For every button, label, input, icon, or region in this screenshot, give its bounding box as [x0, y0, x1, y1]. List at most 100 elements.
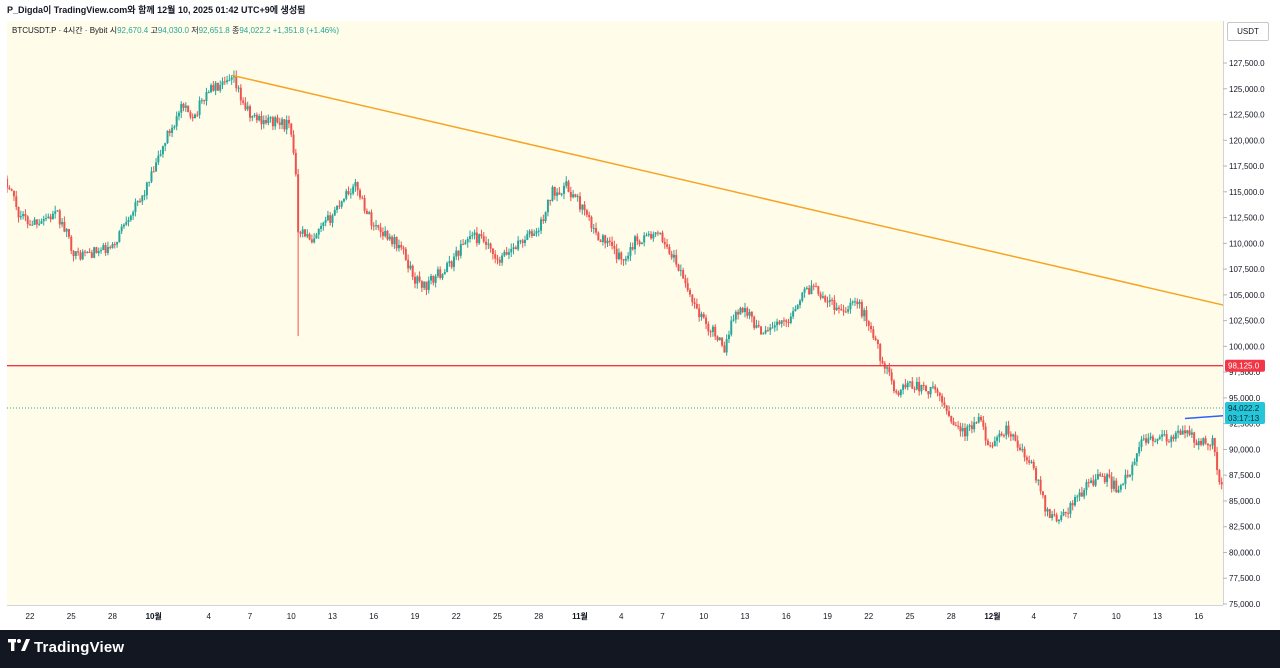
- candle-body: [1140, 439, 1143, 448]
- candle-body: [782, 320, 785, 322]
- candle-body: [803, 288, 806, 293]
- candle-body: [544, 212, 547, 221]
- currency-button[interactable]: USDT: [1227, 22, 1269, 41]
- candle-body: [155, 162, 158, 172]
- candle-body: [1135, 453, 1138, 462]
- candle-body: [984, 426, 987, 441]
- candle-body: [455, 250, 458, 257]
- candle-body: [1051, 514, 1054, 518]
- candle-body: [166, 130, 169, 144]
- candle-body: [833, 300, 836, 311]
- candle-body: [918, 381, 921, 392]
- candle-body: [1172, 436, 1175, 439]
- candle-body: [49, 216, 52, 220]
- candle-body: [769, 327, 772, 331]
- candle-body: [1267, 407, 1269, 408]
- candle-body: [235, 76, 238, 89]
- candle-body: [494, 254, 497, 259]
- candle-body: [1232, 484, 1234, 485]
- candle-body: [826, 301, 829, 303]
- candle-body: [244, 102, 247, 110]
- candle-body: [1032, 461, 1035, 469]
- x-tick-label: 4: [207, 612, 212, 621]
- candle-body: [354, 182, 357, 187]
- candle-body: [588, 214, 591, 217]
- candle-body: [1167, 441, 1170, 443]
- candle-body: [1035, 468, 1038, 481]
- candle-body: [253, 114, 256, 117]
- candle-body: [111, 244, 114, 248]
- candle-body: [631, 247, 634, 250]
- candle-body: [565, 181, 568, 186]
- candle-body: [757, 325, 760, 327]
- candle-body: [746, 308, 749, 316]
- candle-body: [1129, 475, 1131, 477]
- candle-body: [1092, 480, 1095, 486]
- candle-body: [526, 233, 529, 240]
- time-axis[interactable]: [7, 605, 1223, 626]
- candle-body: [310, 239, 313, 243]
- candle-body: [352, 186, 355, 194]
- candle-body: [604, 235, 607, 244]
- candle-body: [143, 195, 146, 197]
- candle-body: [478, 234, 481, 244]
- y-tick-label: 115,000.0: [1229, 188, 1265, 197]
- footer-brand: TradingView: [8, 638, 124, 658]
- candle-body: [998, 433, 1001, 438]
- candle-body: [899, 389, 902, 396]
- candle-body: [269, 117, 272, 119]
- candle-body: [915, 381, 918, 390]
- candle-body: [258, 115, 261, 121]
- candle-body: [666, 244, 669, 247]
- candle-body: [581, 204, 584, 210]
- candle-body: [947, 410, 950, 417]
- candle-body: [606, 240, 609, 244]
- candle-body: [537, 230, 540, 232]
- candle-body: [879, 343, 882, 361]
- candle-body: [1181, 430, 1184, 435]
- candle-body: [1057, 519, 1060, 522]
- candle-body: [1103, 476, 1106, 483]
- candle-body: [1126, 474, 1129, 477]
- chart-plot-area[interactable]: [7, 21, 1223, 605]
- candle-body: [265, 120, 268, 124]
- candle-body: [780, 320, 783, 324]
- candle-body: [482, 236, 485, 242]
- candle-body: [88, 251, 91, 253]
- candle-body: [636, 236, 639, 242]
- candle-body: [611, 241, 614, 246]
- candle-body: [1096, 474, 1099, 480]
- candle-body: [627, 255, 630, 259]
- candle-body: [375, 225, 378, 227]
- candle-body: [1037, 479, 1040, 481]
- x-tick-label: 16: [369, 612, 378, 621]
- candle-body: [116, 242, 119, 245]
- legend-symbol[interactable]: BTCUSDT.P · 4시간 · Bybit: [12, 26, 108, 35]
- export-caption: P_Digda이 TradingView.com와 함께 12월 10, 202…: [7, 5, 306, 15]
- candle-body: [434, 276, 437, 283]
- candle-body: [1005, 425, 1008, 436]
- x-tick-label: 7: [660, 612, 665, 621]
- candle-body: [1046, 509, 1049, 512]
- candle-body: [51, 213, 54, 220]
- candle-body: [821, 296, 824, 298]
- candle-body: [766, 330, 769, 332]
- candle-body: [469, 236, 471, 239]
- candle-body: [1151, 436, 1154, 442]
- candle-body: [441, 274, 444, 278]
- candle-body: [645, 235, 648, 237]
- candle-body: [136, 200, 139, 203]
- candle-body: [61, 222, 64, 225]
- candle-body: [38, 223, 41, 225]
- y-tick-label: 120,000.0: [1229, 136, 1265, 145]
- candle-body: [810, 285, 813, 295]
- candle-body: [125, 222, 128, 225]
- candle-body: [989, 445, 992, 447]
- candle-body: [906, 382, 909, 388]
- price-axis[interactable]: [1223, 21, 1274, 605]
- candle-body: [542, 219, 545, 221]
- candle-body: [503, 251, 506, 256]
- candle-body: [161, 145, 164, 155]
- candle-body: [617, 252, 620, 260]
- candle-body: [102, 245, 105, 251]
